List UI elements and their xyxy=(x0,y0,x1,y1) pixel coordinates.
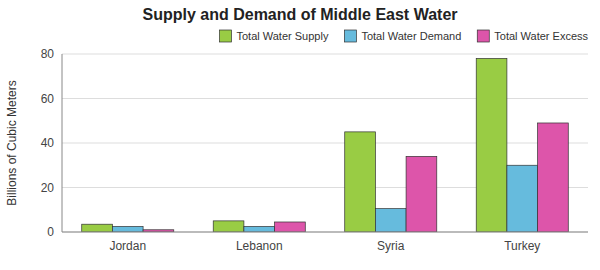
grid-line xyxy=(62,143,588,144)
grid-line xyxy=(62,98,588,99)
x-tick-label: Jordan xyxy=(109,239,146,253)
bar xyxy=(82,224,113,232)
legend-label: Total Water Supply xyxy=(236,30,328,42)
grid-line xyxy=(62,54,588,55)
legend-swatch xyxy=(344,30,356,42)
y-tick-label: 20 xyxy=(41,181,55,195)
legend-item: Total Water Demand xyxy=(344,30,461,42)
y-tick-label: 60 xyxy=(41,92,55,106)
legend-swatch xyxy=(477,30,489,42)
bar xyxy=(275,222,306,232)
x-tick-label: Syria xyxy=(377,239,405,253)
bar xyxy=(112,226,143,232)
y-axis-label: Billions of Cubic Meters xyxy=(5,80,19,205)
bar xyxy=(345,132,376,232)
x-axis-line xyxy=(62,232,588,233)
bar xyxy=(507,165,538,232)
x-tick-label: Turkey xyxy=(504,239,540,253)
chart-container: Supply and Demand of Middle East Water 0 2… xyxy=(0,0,600,270)
y-tick-label: 40 xyxy=(41,136,55,150)
bar xyxy=(375,209,406,232)
y-tick-label: 0 xyxy=(47,225,54,239)
legend-label: Total Water Excess xyxy=(494,30,588,42)
legend-label: Total Water Demand xyxy=(361,30,461,42)
x-tick-label: Lebanon xyxy=(236,239,283,253)
bars xyxy=(82,58,569,232)
legend: Total Water Supply Total Water Demand Tota… xyxy=(219,30,588,42)
y-tick-label: 80 xyxy=(41,47,55,61)
legend-item: Total Water Excess xyxy=(477,30,588,42)
bar xyxy=(538,123,569,232)
bar xyxy=(213,221,244,232)
legend-item: Total Water Supply xyxy=(219,30,328,42)
grid xyxy=(62,54,588,232)
y-axis-line xyxy=(62,54,63,232)
bar xyxy=(406,156,437,232)
legend-swatch xyxy=(219,30,231,42)
title: Supply and Demand of Middle East Water xyxy=(143,6,458,23)
chart: Supply and Demand of Middle East Water 0 2… xyxy=(0,0,600,270)
grid-line xyxy=(62,232,588,233)
bar xyxy=(244,226,275,232)
bar xyxy=(476,58,507,232)
